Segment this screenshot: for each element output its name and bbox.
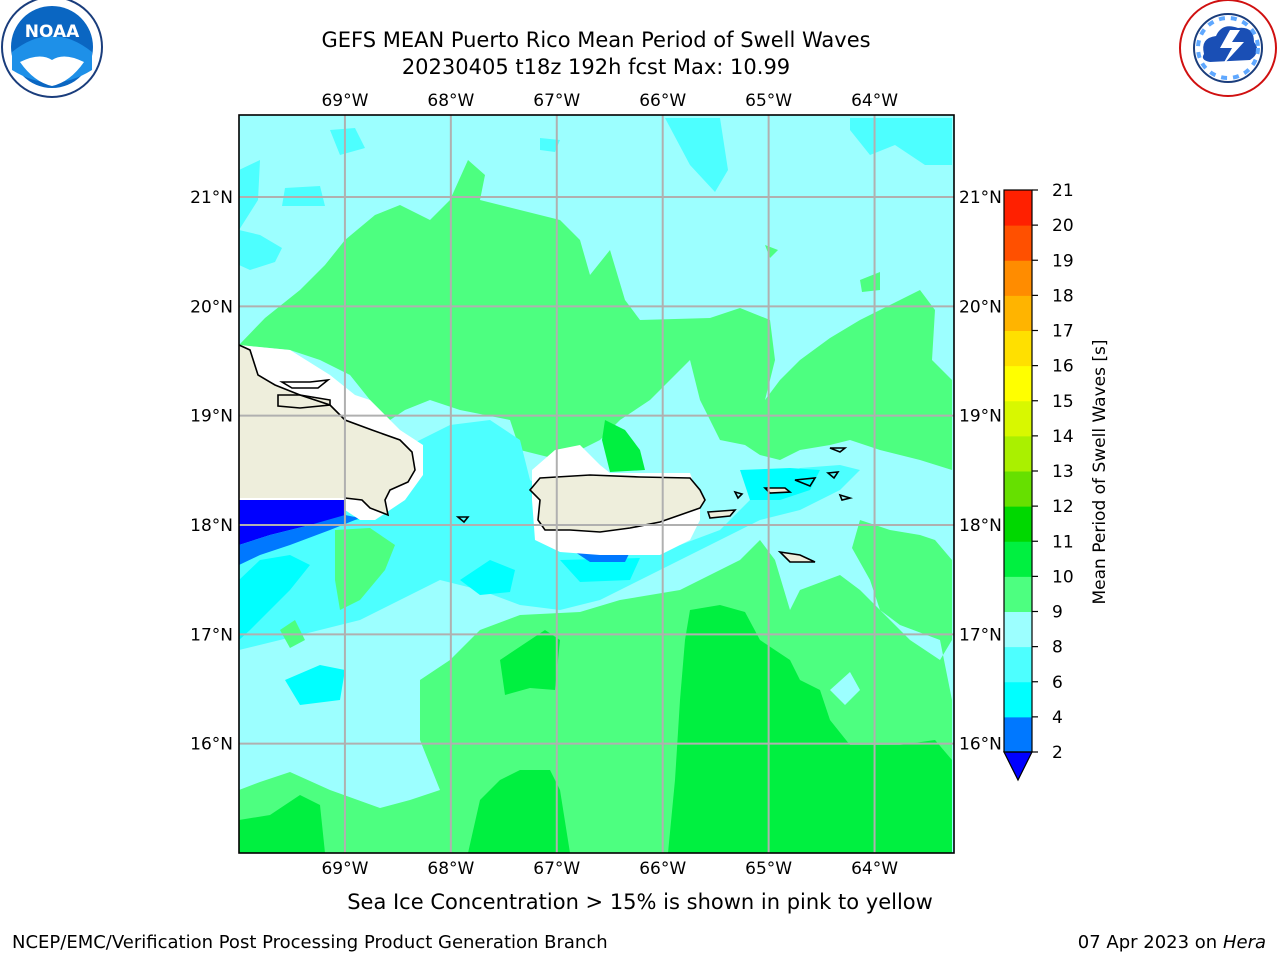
land-st-croix: [780, 552, 815, 562]
green-swath-north: [239, 160, 952, 470]
ocean-mid-patch: [239, 118, 952, 270]
lat-tick-left: 16°N: [190, 735, 233, 755]
lat-tick-right: 20°N: [959, 297, 1002, 317]
colorbar-swatch: [1004, 646, 1032, 683]
lat-tick-right: 21°N: [959, 188, 1002, 208]
colorbar-swatch: [1004, 471, 1032, 507]
lat-tick-right: 18°N: [959, 516, 1002, 536]
colorbar-under-arrow: [1003, 751, 1033, 782]
land-hispaniola: [239, 345, 415, 515]
colorbar-tick-label: 10: [1052, 567, 1074, 587]
colorbar-tick-label: 13: [1052, 462, 1074, 482]
colorbar-swatch: [1004, 400, 1032, 437]
lon-tick-bottom: 67°W: [533, 859, 580, 879]
colorbar-swatch: [1004, 330, 1032, 367]
footer-host: Hera: [1222, 932, 1266, 953]
colorbar-tick-label: 2: [1052, 743, 1063, 763]
lat-tick-right: 17°N: [959, 625, 1002, 645]
lat-tick-left: 21°N: [190, 188, 233, 208]
lon-tick-bottom: 68°W: [427, 859, 474, 879]
coastline-puerto-rico: [528, 474, 706, 533]
lat-tick-left: 20°N: [190, 297, 233, 317]
map-frame: [238, 114, 955, 854]
colorbar-swatch: [1004, 611, 1032, 648]
colorbar-swatch: [1004, 681, 1032, 718]
lon-tick-top: 64°W: [851, 91, 898, 111]
land-puerto-rico: [530, 475, 705, 532]
colorbar-tick-label: 15: [1052, 392, 1074, 412]
colorbar-tick-label: 18: [1052, 286, 1074, 306]
lon-tick-top: 66°W: [639, 91, 686, 111]
green-small-patch: [765, 245, 880, 292]
light-hole: [830, 672, 860, 705]
colorbar-swatch: [1004, 225, 1032, 261]
map-title: GEFS MEAN Puerto Rico Mean Period of Swe…: [321, 28, 871, 52]
colorbar-swatch: [1004, 716, 1032, 753]
swell-field: [239, 115, 954, 853]
caption: Sea Ice Concentration > 15% is shown in …: [0, 890, 1280, 914]
footer-date-text: 07 Apr 2023 on: [1077, 932, 1223, 953]
colorbar-tick-label: 17: [1052, 322, 1074, 342]
colorbar-swatch: [1004, 295, 1032, 331]
lon-tick-top: 69°W: [321, 91, 368, 111]
lon-tick-bottom: 69°W: [321, 859, 368, 879]
colorbar-tick-label: 16: [1052, 357, 1074, 377]
axis-ticks: 69°W 69°W 68°W 68°W 67°W 67°W 66°W 66°W 65°W 65°W…: [190, 91, 1002, 879]
colorbar-swatch: [1004, 435, 1032, 472]
colorbar-tick-label: 20: [1052, 216, 1074, 236]
footer-credit: NCEP/EMC/Verification Post Processing Pr…: [12, 932, 608, 953]
graticule: [239, 115, 954, 853]
caption-text: Sea Ice Concentration > 15% is shown in …: [347, 890, 933, 914]
colorbar-label: Mean Period of Swell Waves [s]: [1090, 340, 1110, 605]
noaa-logo: NOAA: [1, 0, 103, 98]
colorbar-swatch: [1004, 541, 1032, 577]
coastline-virgin-islands: [455, 447, 854, 563]
lat-tick-left: 18°N: [190, 516, 233, 536]
lon-tick-bottom: 65°W: [745, 859, 792, 879]
lon-tick-bottom: 64°W: [851, 859, 898, 879]
lon-tick-top: 65°W: [745, 91, 792, 111]
colorbar-tick-label: 11: [1052, 532, 1074, 552]
colorbar: 2 4 6 8 9 10 11 12 13 14 15 16 17 18 19 20 21: [1003, 181, 1074, 782]
lon-tick-top: 68°W: [427, 91, 474, 111]
map-subtitle: 20230405 t18z 192h fcst Max: 10.99: [401, 55, 791, 79]
colorbar-tick-label: 6: [1052, 673, 1063, 693]
colorbar-tick-label: 8: [1052, 638, 1063, 658]
coastline-hispaniola: [239, 344, 416, 517]
coastline-tortuga: [277, 378, 331, 409]
noaa-logo-text: NOAA: [25, 22, 80, 42]
colorbar-tick-label: 14: [1052, 427, 1074, 447]
high-period-patch: [239, 420, 952, 853]
footer-date: 07 Apr 2023 on Hera: [1078, 932, 1266, 953]
lat-tick-left: 17°N: [190, 625, 233, 645]
colorbar-swatch: [1004, 576, 1032, 612]
colorbar-tick-label: 4: [1052, 708, 1063, 728]
low-period-band: [239, 500, 345, 545]
lat-tick-right: 16°N: [959, 735, 1002, 755]
colorbar-swatch: [1004, 190, 1032, 226]
colorbar-swatch: [1004, 506, 1032, 542]
lat-tick-right: 19°N: [959, 407, 1002, 427]
nws-logo: [1179, 0, 1277, 97]
lon-tick-top: 67°W: [533, 91, 580, 111]
colorbar-swatch: [1004, 365, 1032, 402]
colorbar-tick-label: 21: [1052, 181, 1074, 201]
colorbar-tick-label: 12: [1052, 497, 1074, 517]
colorbar-swatch: [1004, 260, 1032, 296]
colorbar-tick-label: 9: [1052, 603, 1063, 623]
lon-tick-bottom: 66°W: [639, 859, 686, 879]
low-period-edge: [239, 515, 630, 565]
lat-tick-left: 19°N: [190, 407, 233, 427]
colorbar-tick-label: 19: [1052, 251, 1074, 271]
